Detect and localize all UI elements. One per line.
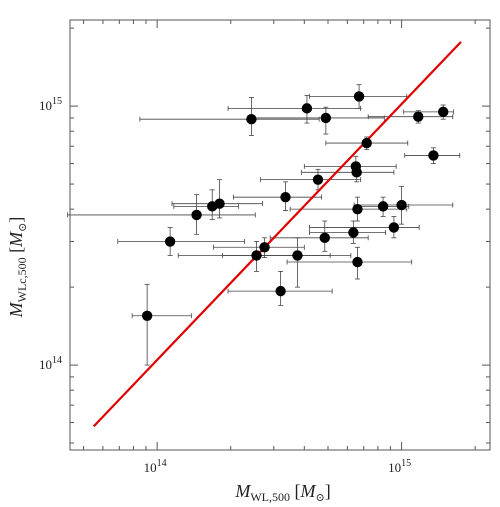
one-to-one-line [92,41,462,428]
data-point [320,112,332,124]
x-tick-label: 1015 [388,458,411,475]
data-point [396,199,407,211]
data-point [413,111,424,122]
data-point [246,114,257,125]
data-point [164,236,176,247]
data-point [351,167,362,178]
data-point [251,250,262,261]
x-tick-label: 1014 [144,458,167,475]
data-point [312,174,324,185]
data-point [301,103,313,114]
plot-frame [69,19,491,451]
data-point [259,242,270,253]
y-axis-title: MWLc,500 [M⊙] [6,217,29,319]
y-tick-label: 1014 [39,355,62,372]
data-point [352,256,363,268]
data-point [353,91,365,102]
data-point [377,201,389,212]
data-point [214,198,225,209]
data-point [428,150,439,161]
data-point [348,227,359,238]
reference-line-layer [92,41,462,428]
data-points [141,91,449,321]
data-point [319,232,330,244]
data-point [437,106,449,118]
major-ticks [70,20,490,450]
data-point [352,203,363,215]
y-tick-label: 1015 [39,96,62,113]
data-point [191,209,202,221]
data-point [361,137,372,149]
data-point [292,250,303,261]
data-point [388,222,400,233]
data-point [141,310,153,321]
tick-labels: 1014 1015 1014 1015 [39,96,411,475]
minor-ticks [70,20,490,450]
x-axis-title: MWL,500 [M⊙] [234,481,330,504]
data-point [280,191,291,203]
data-point [275,285,286,297]
